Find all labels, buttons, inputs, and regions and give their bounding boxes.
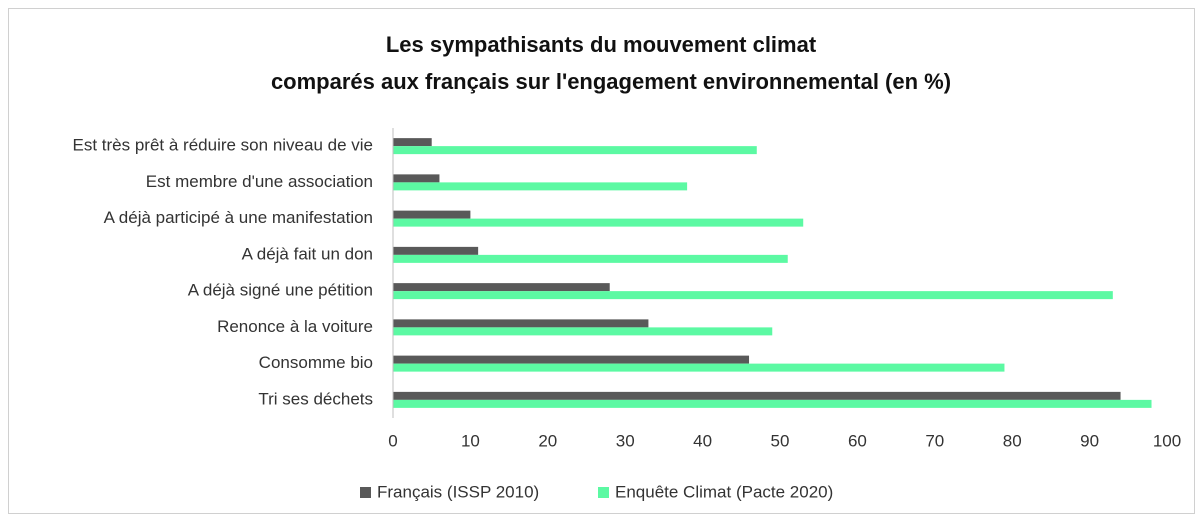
y-tick-label: Tri ses déchets — [258, 389, 373, 408]
x-tick-label: 40 — [693, 431, 712, 450]
x-tick-label: 70 — [925, 431, 944, 450]
x-tick-label: 20 — [538, 431, 557, 450]
bar — [393, 246, 479, 255]
x-tick-label: 100 — [1153, 431, 1181, 450]
bar — [393, 355, 750, 364]
bar — [393, 210, 471, 219]
y-tick-label: Est membre d'une association — [146, 172, 373, 191]
y-tick-label: Consomme bio — [259, 353, 373, 372]
y-tick-label: A déjà participé à une manifestation — [104, 208, 373, 227]
legend-label: Enquête Climat (Pacte 2020) — [615, 482, 833, 501]
x-tick-label: 50 — [771, 431, 790, 450]
bar — [393, 327, 773, 336]
chart-title: comparés aux français sur l'engagement e… — [271, 69, 951, 94]
y-tick-label: Renonce à la voiture — [217, 317, 373, 336]
chart-title: Les sympathisants du mouvement climat — [386, 32, 817, 57]
y-tick-label: A déjà fait un don — [242, 244, 373, 263]
y-tick-label: A déjà signé une pétition — [188, 281, 373, 300]
legend-swatch — [360, 487, 371, 498]
bar — [393, 283, 610, 292]
x-tick-label: 0 — [388, 431, 397, 450]
bar — [393, 182, 688, 191]
x-tick-label: 30 — [616, 431, 635, 450]
bar — [393, 391, 1121, 400]
x-tick-label: 90 — [1080, 431, 1099, 450]
x-tick-label: 10 — [461, 431, 480, 450]
bar — [393, 138, 432, 147]
bar — [393, 291, 1113, 300]
bar — [393, 218, 804, 227]
x-tick-label: 80 — [1003, 431, 1022, 450]
bar — [393, 146, 757, 155]
bar — [393, 174, 440, 183]
bar — [393, 363, 1005, 372]
legend-label: Français (ISSP 2010) — [377, 482, 539, 501]
y-tick-label: Est très prêt à réduire son niveau de vi… — [73, 136, 374, 155]
bar — [393, 254, 788, 263]
bar — [393, 399, 1152, 408]
x-tick-label: 60 — [848, 431, 867, 450]
bar — [393, 319, 649, 328]
legend-swatch — [598, 487, 609, 498]
